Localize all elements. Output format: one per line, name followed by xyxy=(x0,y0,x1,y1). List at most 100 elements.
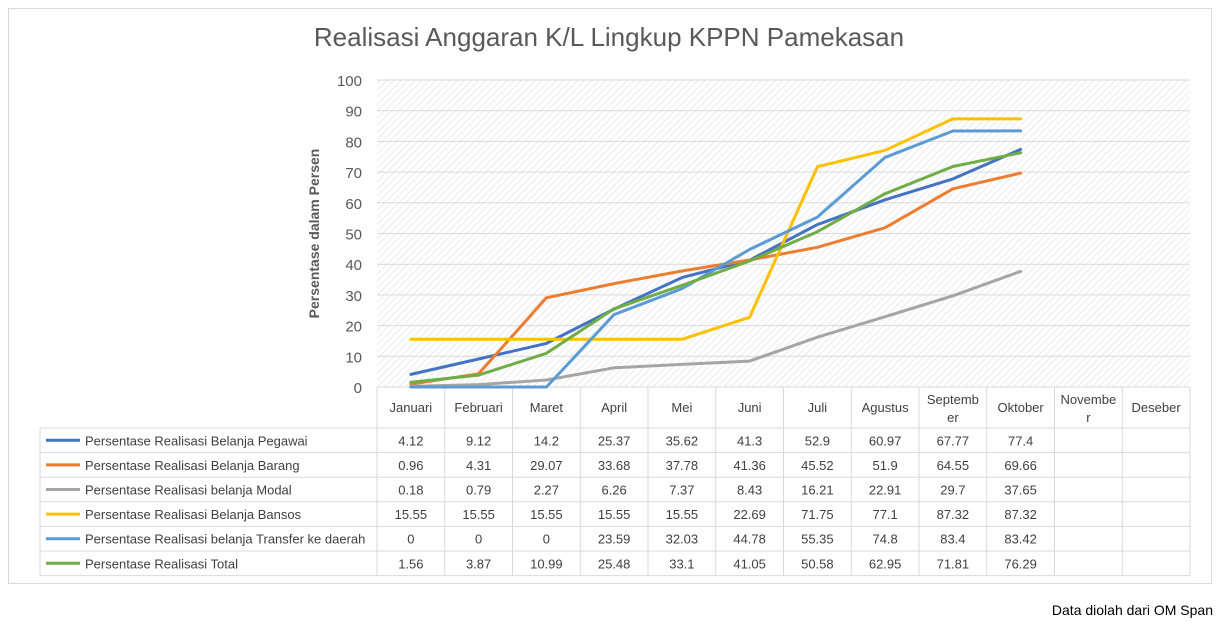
data-value: 10.99 xyxy=(530,556,563,571)
data-value: 1.56 xyxy=(398,556,423,571)
data-value: 15.55 xyxy=(395,507,428,522)
x-tick-label: Juni xyxy=(738,400,762,415)
data-value: 4.31 xyxy=(466,458,491,473)
x-tick-label: Oktober xyxy=(998,400,1045,415)
x-tick-label: Mei xyxy=(671,400,692,415)
data-value: 15.55 xyxy=(666,507,699,522)
data-value: 29.7 xyxy=(940,483,965,498)
data-value: 0.79 xyxy=(466,483,491,498)
y-tick-label: 100 xyxy=(337,73,362,90)
data-value: 8.43 xyxy=(737,483,762,498)
x-tick-label: Juli xyxy=(808,400,828,415)
y-axis-label: Persentase dalam Persen xyxy=(306,149,322,319)
x-tick-label: Deseber xyxy=(1132,400,1182,415)
x-tick-label: er xyxy=(947,410,959,425)
data-value: 60.97 xyxy=(869,433,902,448)
y-tick-label: 90 xyxy=(345,104,362,121)
data-value: 0.18 xyxy=(398,483,423,498)
data-value: 4.12 xyxy=(398,433,423,448)
data-value: 15.55 xyxy=(530,507,563,522)
source-note: Data diolah dari OM Span xyxy=(1051,602,1213,618)
y-tick-label: 0 xyxy=(354,380,362,397)
data-value: 22.69 xyxy=(733,507,766,522)
data-value: 23.59 xyxy=(598,532,631,547)
data-value: 0.96 xyxy=(398,458,423,473)
data-value: 15.55 xyxy=(598,507,631,522)
data-value: 32.03 xyxy=(666,532,699,547)
data-value: 52.9 xyxy=(805,433,830,448)
y-tick-label: 30 xyxy=(345,288,362,305)
x-tick-label: Maret xyxy=(530,400,564,415)
data-value: 41.3 xyxy=(737,433,762,448)
legend-label: Persentase Realisasi Belanja Barang xyxy=(85,458,300,473)
series-lines xyxy=(409,117,1023,389)
data-value: 3.87 xyxy=(466,556,491,571)
data-value: 77.1 xyxy=(872,507,897,522)
data-value: 44.78 xyxy=(733,532,766,547)
data-value: 33.68 xyxy=(598,458,631,473)
y-tick-label: 80 xyxy=(345,134,362,151)
series-line xyxy=(409,129,1023,389)
data-value: 67.77 xyxy=(937,433,970,448)
x-tick-label: Februari xyxy=(454,400,503,415)
y-tick-label: 50 xyxy=(345,227,362,244)
data-value: 87.32 xyxy=(1004,507,1037,522)
data-value: 33.1 xyxy=(669,556,694,571)
x-tick-label: Agustus xyxy=(862,400,909,415)
legend-label: Persentase Realisasi belanja Transfer ke… xyxy=(85,532,365,547)
legend-label: Persentase Realisasi Total xyxy=(85,556,238,571)
data-value: 0 xyxy=(475,532,482,547)
x-tick-label: Septemb xyxy=(927,392,979,407)
data-table: Januari Februari Maret April Mei Juni Juli Agus… xyxy=(39,386,1191,577)
data-value: 2.27 xyxy=(534,483,559,498)
data-value: 29.07 xyxy=(530,458,563,473)
data-value: 50.58 xyxy=(801,556,834,571)
data-value: 62.95 xyxy=(869,556,902,571)
y-tick-label: 40 xyxy=(345,257,362,274)
data-value: 74.8 xyxy=(872,532,897,547)
data-value: 41.05 xyxy=(733,556,766,571)
series-line xyxy=(409,171,1023,386)
x-tick-label: April xyxy=(601,400,627,415)
data-value: 87.32 xyxy=(937,507,970,522)
data-value: 69.66 xyxy=(1004,458,1037,473)
y-tick-label: 10 xyxy=(345,349,362,366)
series-line xyxy=(409,151,1023,384)
legend-label: Persentase Realisasi Belanja Pegawai xyxy=(85,433,308,448)
data-value: 83.42 xyxy=(1004,532,1037,547)
data-value: 16.21 xyxy=(801,483,834,498)
data-value: 35.62 xyxy=(666,433,699,448)
data-value: 71.81 xyxy=(937,556,970,571)
data-value: 9.12 xyxy=(466,433,491,448)
data-value: 71.75 xyxy=(801,507,834,522)
chart-title: Realisasi Anggaran K/L Lingkup KPPN Pame… xyxy=(313,22,905,52)
data-value: 37.65 xyxy=(1004,483,1037,498)
data-value: 37.78 xyxy=(666,458,699,473)
data-value: 55.35 xyxy=(801,532,834,547)
data-value: 25.37 xyxy=(598,433,631,448)
data-value: 25.48 xyxy=(598,556,631,571)
data-value: 6.26 xyxy=(601,483,626,498)
data-value: 0 xyxy=(407,532,414,547)
y-tick-label: 20 xyxy=(345,319,362,336)
series-line xyxy=(409,269,1023,388)
data-value: 22.91 xyxy=(869,483,902,498)
y-tick-label: 70 xyxy=(345,165,362,182)
y-tick-label: 60 xyxy=(345,196,362,213)
series-line xyxy=(409,117,1023,341)
plot-area: 0 10 20 30 40 50 60 70 80 90 100 Persentase dalam P… xyxy=(306,73,1190,397)
x-tick-label: Januari xyxy=(390,400,433,415)
data-value: 15.55 xyxy=(462,507,495,522)
x-tick-label: Novembe xyxy=(1061,392,1117,407)
data-value: 41.36 xyxy=(733,458,766,473)
data-value: 64.55 xyxy=(937,458,970,473)
data-value: 77.4 xyxy=(1008,433,1033,448)
legend-label: Persentase Realisasi Belanja Bansos xyxy=(85,507,302,522)
data-value: 45.52 xyxy=(801,458,834,473)
data-value: 7.37 xyxy=(669,483,694,498)
data-value: 76.29 xyxy=(1004,556,1037,571)
data-value: 14.2 xyxy=(534,433,559,448)
data-value: 0 xyxy=(543,532,550,547)
legend-label: Persentase Realisasi belanja Modal xyxy=(85,483,292,498)
